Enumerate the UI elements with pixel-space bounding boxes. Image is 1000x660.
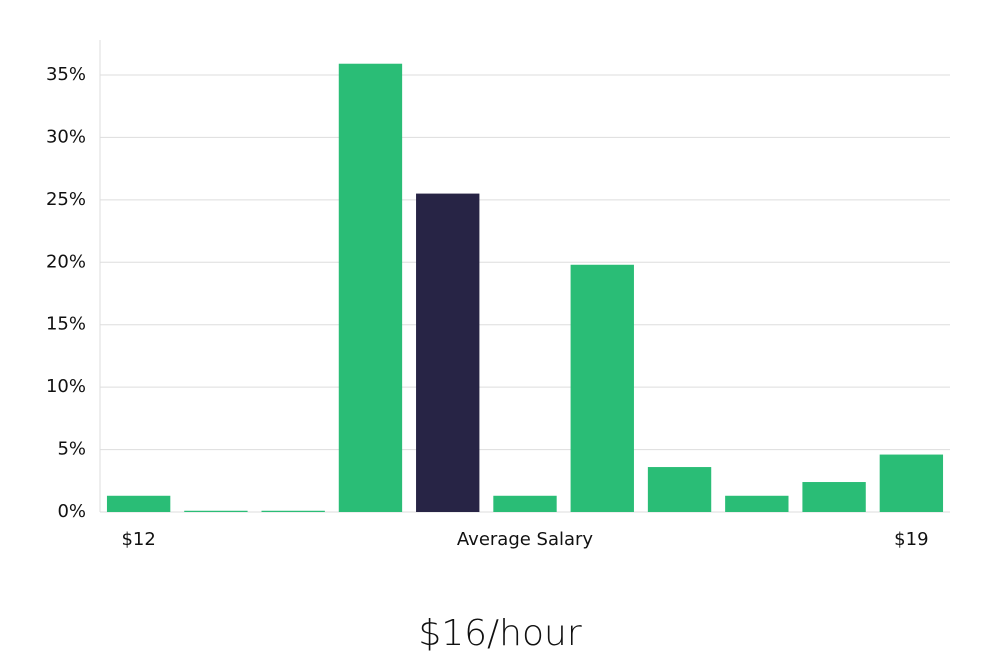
y-tick-label: 25% — [46, 189, 86, 210]
x-tick-label: $19 — [894, 529, 928, 550]
y-tick-label: 30% — [46, 126, 86, 147]
y-tick-label: 35% — [46, 64, 86, 85]
y-tick-label: 5% — [57, 439, 86, 460]
y-tick-label: 0% — [57, 501, 86, 522]
bar — [493, 495, 557, 512]
bar — [725, 495, 789, 512]
bar — [261, 510, 325, 512]
y-tick-label: 20% — [46, 251, 86, 272]
bar — [106, 495, 171, 512]
bar — [184, 510, 248, 512]
bar — [570, 264, 634, 512]
x-axis-label: Average Salary — [457, 529, 594, 550]
bar — [416, 193, 480, 513]
x-tick-label: $12 — [121, 529, 155, 550]
y-tick-label: 10% — [46, 376, 86, 397]
bar — [647, 467, 712, 512]
bar — [879, 454, 944, 512]
bar — [802, 482, 866, 512]
y-tick-label: 15% — [46, 314, 86, 335]
bar — [338, 63, 403, 513]
subtitle: $16/hour — [418, 613, 582, 654]
